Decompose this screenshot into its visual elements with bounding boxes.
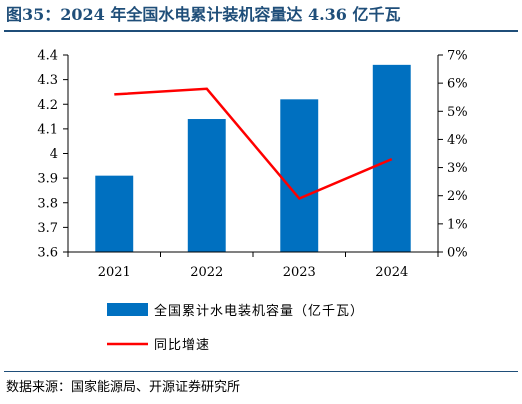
axes: 3.6 3.7 3.8 3.9 4 4.1 4.2 4.3 4.4 0% 1% 2% 3% 4% 5% 6% 7… (37, 49, 467, 281)
growth-line (114, 87, 393, 201)
bar-2022 (187, 119, 226, 253)
right-tick-label: 7% (447, 49, 468, 64)
legend-label-capacity: 全国累计水电装机容量（亿千瓦） (154, 303, 364, 319)
x-tick-label-2022: 2022 (190, 265, 223, 280)
left-tick-label: 4.3 (37, 73, 58, 88)
footer-divider (4, 371, 518, 372)
left-tick-label: 3.7 (37, 221, 58, 236)
legend: 全国累计水电装机容量（亿千瓦） 同比增速 (107, 303, 364, 353)
left-tick-label: 3.9 (37, 172, 58, 187)
legend-swatch-bar (107, 303, 148, 316)
bar-series (95, 64, 411, 253)
right-tick-label: 4% (447, 133, 468, 148)
left-tick-label: 4 (50, 147, 58, 162)
right-tick-label: 6% (447, 77, 468, 92)
line-series (114, 87, 393, 201)
bar-2024 (372, 64, 411, 252)
x-tick-label-2021: 2021 (98, 265, 131, 280)
left-tick-label: 4.4 (37, 49, 58, 64)
bar-2021 (95, 175, 134, 252)
title-divider (4, 30, 518, 32)
source-note: 数据来源：国家能源局、开源证券研究所 (6, 380, 241, 395)
left-tick-label: 3.6 (37, 246, 58, 261)
legend-label-growth: 同比增速 (154, 338, 210, 353)
bar-2023 (280, 99, 319, 252)
right-tick-label: 3% (447, 161, 468, 176)
right-tick-label: 0% (447, 246, 468, 261)
chart: 3.6 3.7 3.8 3.9 4 4.1 4.2 4.3 4.4 0% 1% 2% 3% 4% 5% 6% 7… (37, 49, 467, 354)
right-tick-label: 1% (447, 217, 468, 232)
right-tick-label: 2% (447, 189, 468, 204)
figure-title: 图35：2024 年全国水电累计装机容量达 4.36 亿千瓦 (6, 5, 401, 24)
left-tick-label: 3.8 (37, 196, 58, 211)
x-tick-label-2024: 2024 (375, 265, 408, 280)
left-tick-label: 4.2 (37, 98, 58, 113)
left-tick-label: 4.1 (37, 122, 58, 137)
right-tick-label: 5% (447, 105, 468, 120)
x-tick-label-2023: 2023 (283, 265, 316, 280)
